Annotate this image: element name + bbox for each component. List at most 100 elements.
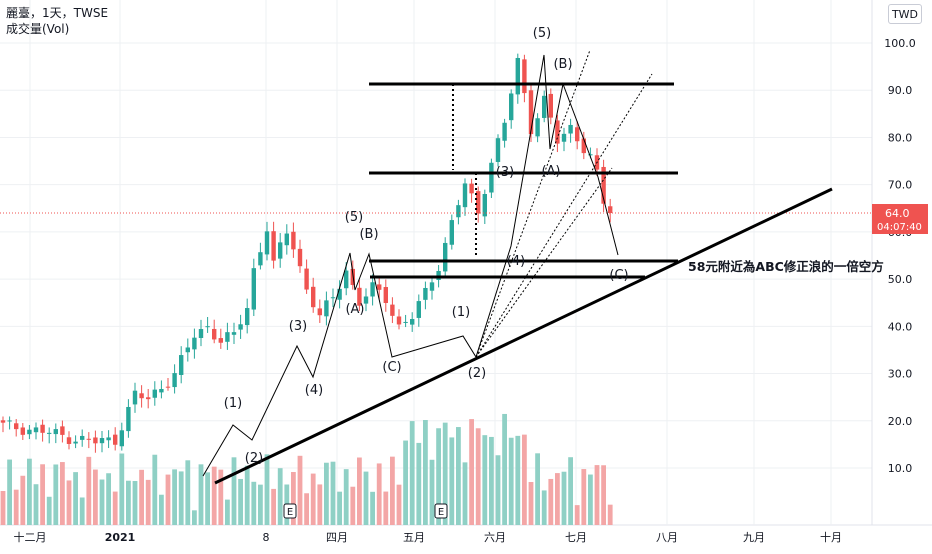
volume-bar: [508, 437, 514, 525]
candle-body: [330, 297, 336, 299]
candle-body: [495, 138, 501, 162]
candle-body: [93, 437, 98, 444]
candle-body: [264, 231, 270, 255]
volume-bar: [350, 486, 356, 525]
y-tick-label: 90.0: [888, 84, 913, 97]
candle-body: [581, 138, 586, 154]
volume-bar: [383, 491, 389, 525]
candle-body: [601, 166, 606, 204]
candle-body: [390, 304, 395, 316]
wave-label: (A): [345, 302, 364, 317]
candle-body: [568, 124, 573, 134]
wave-label: (4): [507, 254, 525, 269]
volume-bar: [555, 473, 560, 525]
candle-body: [489, 162, 494, 193]
candle-body: [515, 57, 520, 95]
candle-body: [370, 282, 375, 297]
volume-bar: [376, 463, 382, 525]
x-tick-label: 七月: [565, 531, 587, 544]
volume-bar: [205, 472, 210, 525]
volume-bar: [218, 469, 224, 525]
x-tick-label: 8: [263, 531, 270, 544]
candle-body: [311, 286, 316, 308]
volume-bar: [423, 420, 428, 525]
volume-bar: [456, 427, 461, 525]
volume-bar: [13, 489, 19, 525]
volume-bar: [53, 464, 59, 525]
volume-bar: [0, 491, 6, 525]
earnings-marker: [434, 503, 448, 519]
earnings-marker: [283, 503, 297, 519]
candle-body: [271, 231, 276, 261]
candle-body: [449, 220, 454, 245]
y-tick-label: 30.0: [888, 368, 913, 381]
volume-bar: [86, 456, 92, 525]
volume-bar: [337, 491, 342, 525]
volume-bar: [581, 469, 587, 525]
volume-bar: [159, 494, 164, 525]
candle-body: [245, 308, 250, 326]
volume-bar: [40, 464, 45, 525]
volume-bar: [409, 421, 415, 525]
x-tick-label: 九月: [743, 531, 765, 544]
volume-bar: [271, 488, 276, 525]
wave-label: (5): [345, 210, 363, 225]
volume-bar: [482, 435, 488, 525]
volume-bar: [178, 471, 184, 525]
volume-bar: [66, 480, 72, 525]
volume-bar: [324, 462, 329, 525]
volume-bar: [357, 457, 362, 525]
candle-body: [436, 270, 441, 280]
candle-body: [423, 287, 428, 300]
volume-bar: [436, 428, 441, 525]
volume-bar: [264, 454, 270, 525]
x-tick-label: 2021: [105, 531, 136, 544]
volume-bar: [192, 510, 197, 525]
candle-body: [476, 191, 481, 214]
volume-bar: [607, 504, 613, 525]
candle-body: [113, 434, 118, 445]
wave-label: (5): [533, 26, 551, 41]
volume-bar: [588, 474, 593, 525]
volume-bar: [172, 469, 177, 525]
currency-button[interactable]: TWD: [888, 4, 922, 24]
y-tick-label: 80.0: [888, 131, 913, 144]
candle-body: [528, 90, 534, 135]
volume-bar: [429, 459, 435, 525]
volume-bar: [462, 462, 468, 525]
candle-body: [357, 287, 362, 306]
candle-body: [383, 287, 388, 303]
candle-body: [33, 427, 39, 433]
wave-path: [202, 54, 619, 477]
candle-body: [317, 308, 322, 316]
volume-bar: [238, 478, 243, 525]
volume-bar: [152, 454, 158, 525]
candle-body: [443, 242, 448, 272]
candle-body: [304, 268, 309, 290]
candle-body: [146, 397, 151, 400]
candle-body: [218, 338, 223, 343]
wave-label: (1): [452, 305, 470, 320]
earnings-marker-label: E: [287, 507, 293, 518]
volume-bar: [211, 466, 217, 525]
volume-bar: [390, 456, 395, 525]
volume-bar: [548, 478, 554, 525]
candle-body: [132, 390, 138, 405]
volume-bar: [185, 460, 191, 525]
volume-bar: [106, 473, 111, 525]
candle-body: [205, 326, 210, 328]
candle-body: [106, 437, 111, 441]
volume-bar: [60, 462, 65, 525]
volume-bar: [416, 442, 422, 525]
volume-bar: [449, 437, 455, 525]
candle-body: [344, 270, 349, 289]
x-tick-label: 六月: [484, 531, 506, 544]
candle-body: [416, 301, 421, 318]
candle-body: [377, 284, 382, 290]
candle-body: [99, 438, 105, 444]
volume-bar: [139, 469, 144, 525]
trend-line: [214, 187, 833, 485]
volume-bar: [522, 434, 527, 525]
